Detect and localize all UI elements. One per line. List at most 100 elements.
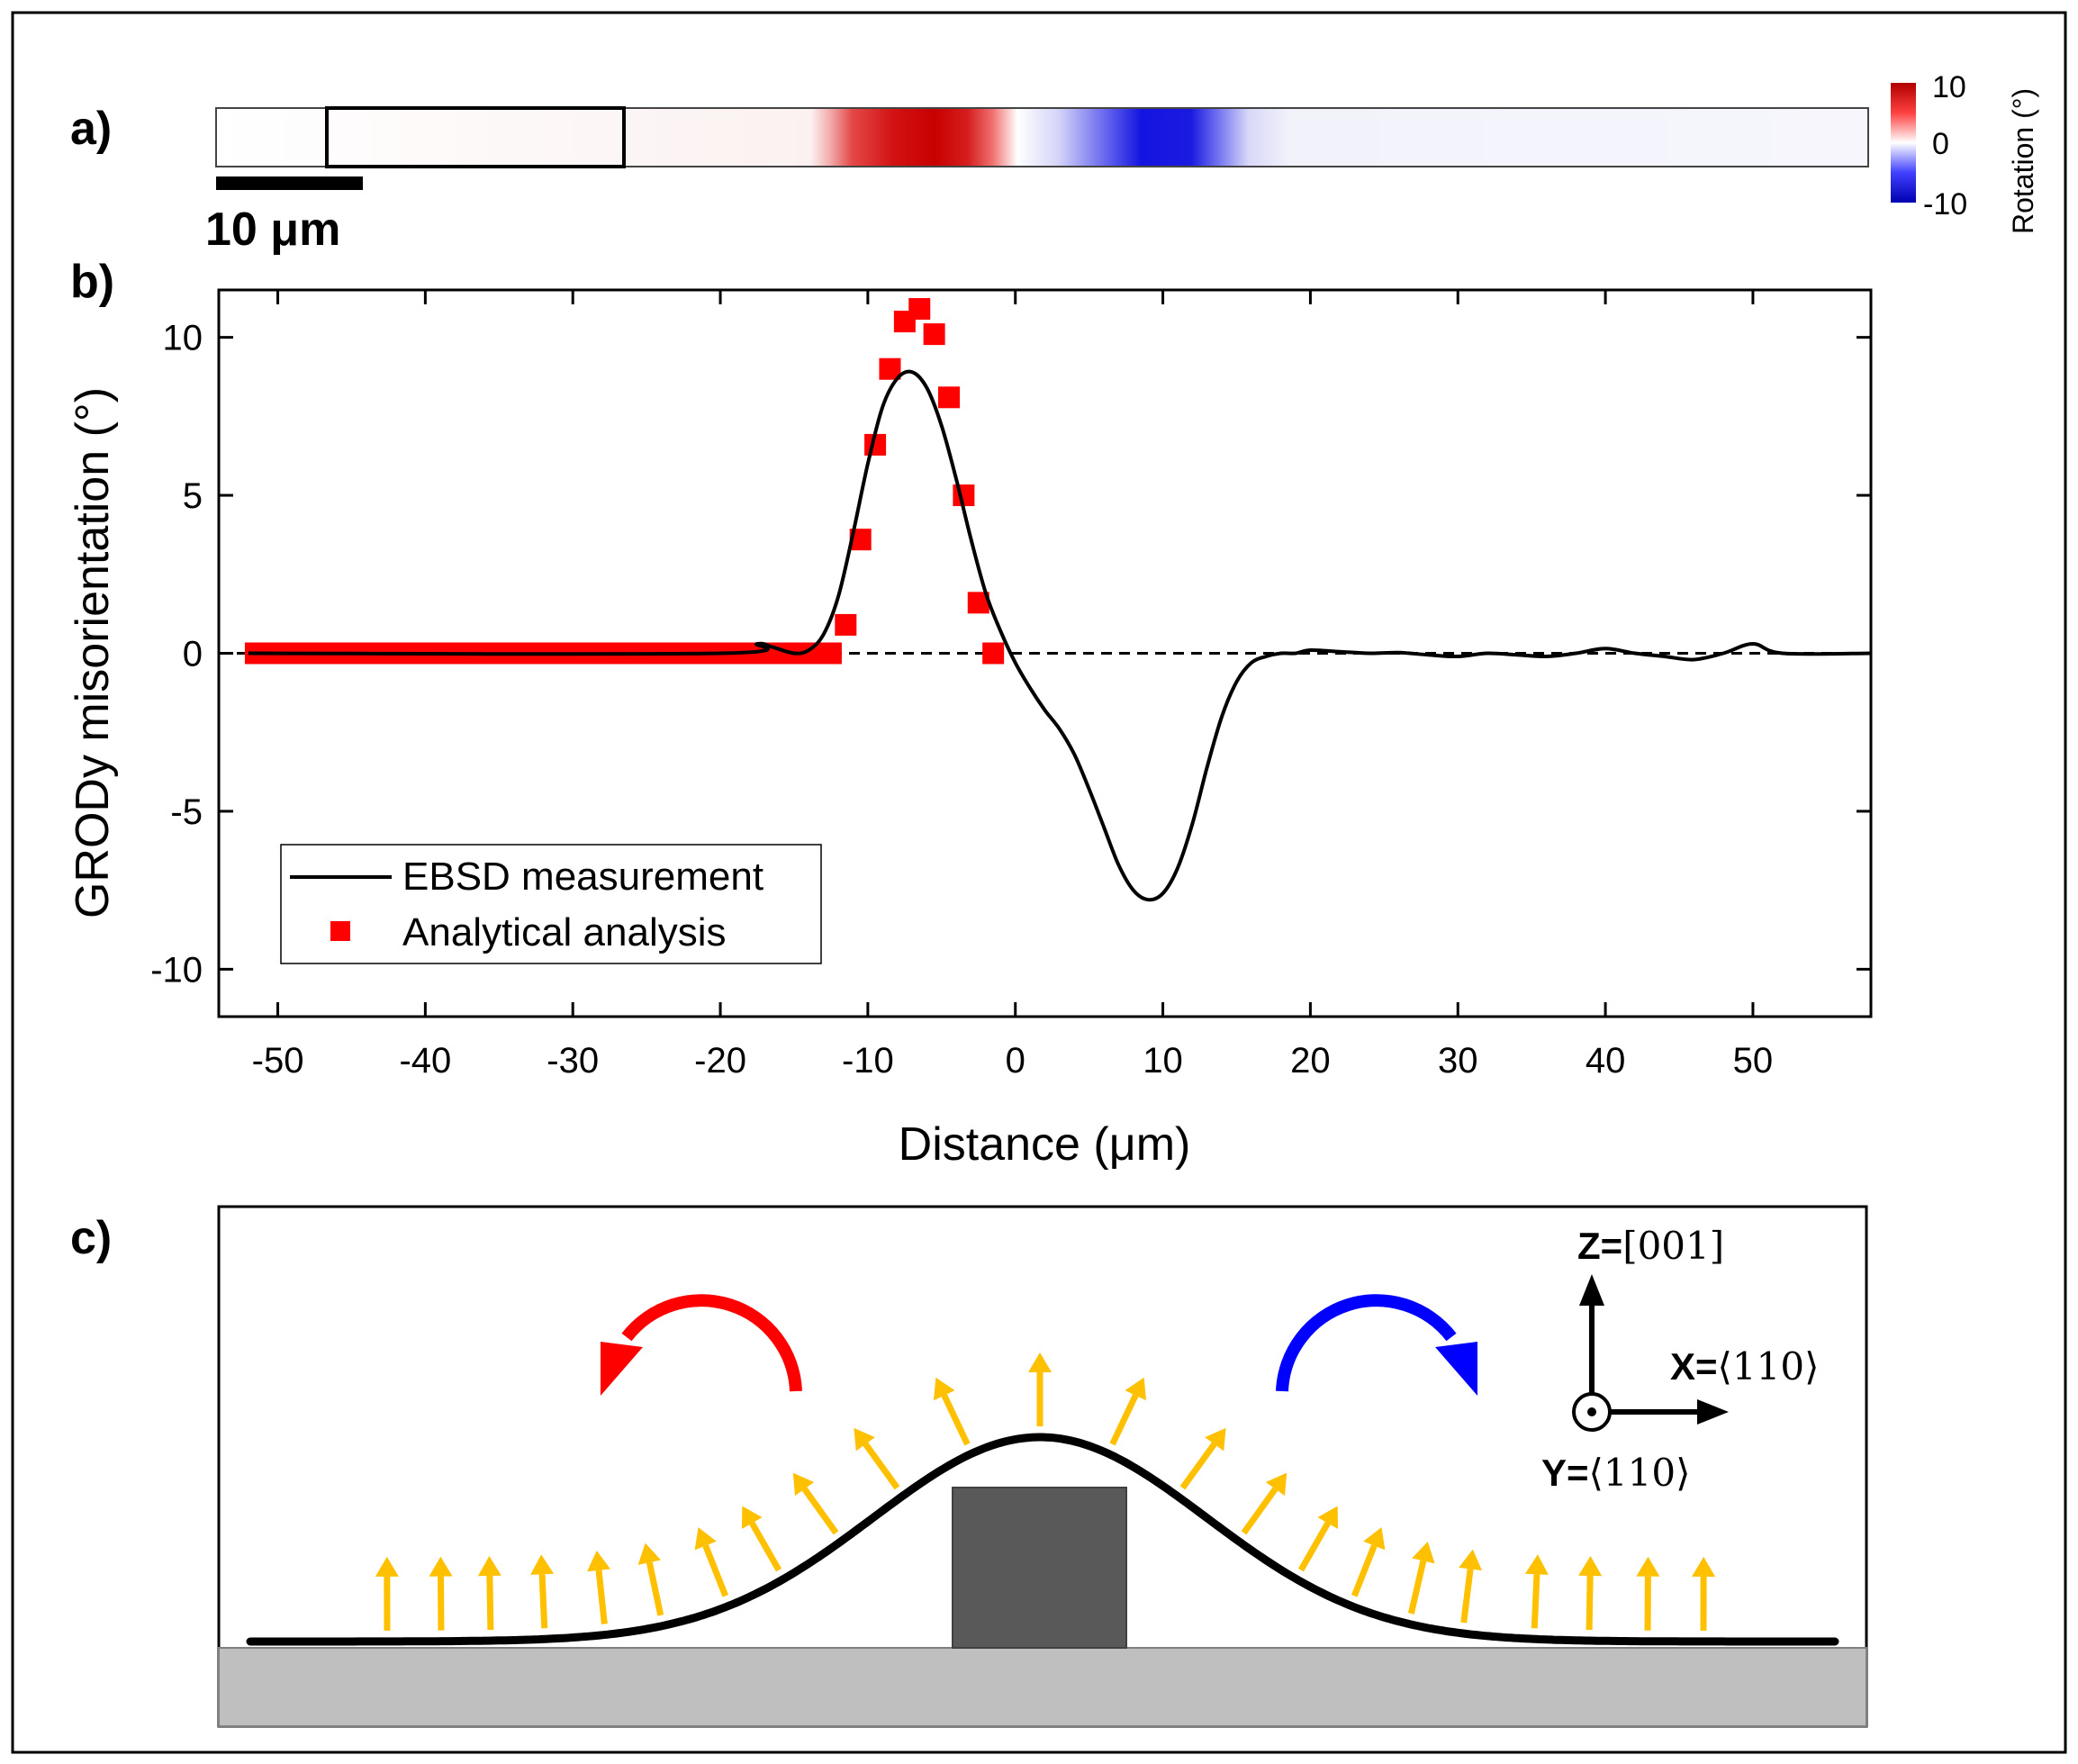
x-tick-label: 30: [1438, 1041, 1478, 1081]
normal-arrow-shaft: [1586, 1575, 1594, 1631]
x-axis-label-value: ⟨110⟩: [1718, 1344, 1820, 1389]
normal-arrow-shaft: [1407, 1560, 1427, 1615]
x-axis-label-name: X=: [1670, 1345, 1718, 1388]
normal-arrow-shaft: [702, 1544, 729, 1597]
normal-arrow-head: [1578, 1556, 1603, 1577]
normal-arrow-head: [587, 1550, 610, 1572]
legend-entry-ebsd: EBSD measurement: [402, 855, 763, 899]
analytical-marker: [938, 386, 961, 409]
analytical-marker: [819, 642, 842, 665]
normal-arrow-shaft: [595, 1570, 608, 1624]
y-tick-label: -5: [170, 792, 203, 832]
left-rotation-arrow: [621, 1294, 802, 1392]
panel-c-label: c): [70, 1212, 112, 1264]
normal-arrow-head: [1692, 1556, 1716, 1577]
x-axis-label-schematic: X=⟨110⟩: [1670, 1344, 1819, 1389]
normal-arrow-head: [375, 1556, 399, 1577]
normal-arrow-shaft: [863, 1442, 900, 1490]
y-axis-label-value: ⟨110⟩: [1589, 1451, 1691, 1495]
normal-arrow-shaft: [1297, 1521, 1331, 1572]
film-curve: [246, 1433, 1839, 1646]
normal-arrow-shaft: [1241, 1487, 1278, 1535]
x-axis-arrowhead: [1697, 1399, 1729, 1425]
x-tick-label: 40: [1586, 1041, 1626, 1081]
legend-box: [280, 844, 822, 964]
scale-bar-label: 10 μm: [205, 204, 340, 256]
x-tick-label: 10: [1143, 1041, 1183, 1081]
z-axis-label-value: [001]: [1622, 1224, 1724, 1268]
rotation-map: [215, 107, 1869, 167]
y-tick-label: 5: [183, 476, 203, 516]
normal-arrow-head: [1317, 1506, 1339, 1530]
normal-arrow-head: [1363, 1527, 1386, 1551]
y-axis-out-of-plane-dot: [1587, 1407, 1596, 1416]
panel-a-label: a): [70, 103, 112, 155]
legend-entry-analytical: Analytical analysis: [402, 910, 727, 954]
normal-arrow-shaft: [801, 1487, 839, 1535]
normal-arrow-head: [1459, 1549, 1483, 1571]
normal-arrow-head: [1524, 1554, 1549, 1575]
y-axis-label: GRODy misorientation (°): [67, 387, 119, 918]
normal-arrow-head: [1028, 1352, 1052, 1372]
substrate: [218, 1647, 1867, 1727]
normal-arrow-shaft: [538, 1574, 548, 1629]
x-tick-label: -30: [547, 1041, 599, 1081]
normal-arrow-head: [1125, 1377, 1146, 1401]
normal-arrow-shaft: [1109, 1394, 1139, 1446]
z-axis-arrowhead: [1579, 1274, 1604, 1306]
normal-arrow-head: [741, 1506, 763, 1530]
normal-arrow-head: [854, 1427, 875, 1452]
colorbar-tick-max: 10: [1932, 70, 1966, 104]
x-axis-label: Distance (μm): [899, 1118, 1191, 1171]
figure-border: [11, 11, 2067, 1754]
z-axis-label-name: Z=: [1577, 1225, 1622, 1267]
analytical-marker: [908, 298, 931, 321]
left-rotation-arrowhead: [601, 1342, 643, 1396]
panel-b-label: b): [70, 256, 114, 308]
colorbar-label: Rotation (°): [2007, 88, 2039, 234]
normal-arrow-head: [429, 1556, 453, 1577]
right-rotation-arrowhead: [1435, 1342, 1477, 1396]
x-tick-label: 50: [1733, 1041, 1774, 1081]
x-tick-label: -50: [252, 1041, 304, 1081]
normal-arrow-shaft: [749, 1521, 782, 1572]
y-tick-label: -10: [150, 950, 203, 990]
right-rotation-arrow: [1276, 1294, 1457, 1392]
colorbar: [1891, 83, 1916, 203]
ebsd-measurement-line: [248, 369, 1872, 902]
normal-arrow-head: [530, 1554, 555, 1575]
normal-arrow-shaft: [941, 1394, 971, 1446]
normal-arrow-shaft: [1179, 1442, 1217, 1490]
scale-bar: [216, 176, 363, 190]
analytical-marker: [923, 323, 945, 346]
y-axis-label-schematic: Y=⟨110⟩: [1541, 1451, 1690, 1495]
analytical-markers: [244, 298, 1005, 665]
y-axis-label-name: Y=: [1541, 1452, 1589, 1494]
z-axis-label: Z=[001]: [1577, 1224, 1724, 1268]
normal-arrow-head: [477, 1556, 501, 1577]
x-tick-label: -10: [842, 1041, 894, 1081]
y-tick-label: 10: [163, 319, 203, 358]
analytical-marker: [982, 642, 1005, 665]
normal-arrow-shaft: [486, 1575, 494, 1631]
x-tick-label: -20: [694, 1041, 746, 1081]
y-axis-ticks: -10 -5 0 5 10: [150, 319, 1871, 990]
colorbar-tick-zero: 0: [1932, 127, 1949, 161]
x-tick-label: -40: [399, 1041, 451, 1081]
x-axis-ticks: -50 -40 -30 -20 -10 0 10 20 30 40 50: [252, 290, 1774, 1081]
reference-region-box: [325, 106, 626, 168]
y-tick-label: 0: [183, 635, 203, 674]
normal-arrow-head: [1636, 1556, 1660, 1577]
analytical-marker: [835, 613, 857, 636]
normal-arrow-head: [1265, 1472, 1287, 1497]
normal-arrow-head: [637, 1542, 662, 1565]
normal-arrow-head: [934, 1377, 955, 1401]
x-tick-label: 20: [1290, 1041, 1331, 1081]
normal-arrow-head: [1412, 1542, 1435, 1564]
normal-arrow-shaft: [646, 1561, 664, 1616]
normal-arrows: [375, 1352, 1716, 1631]
legend-marker-swatch: [330, 921, 350, 941]
normal-arrow-shaft: [1460, 1569, 1474, 1624]
normal-arrow-head: [1205, 1427, 1226, 1452]
